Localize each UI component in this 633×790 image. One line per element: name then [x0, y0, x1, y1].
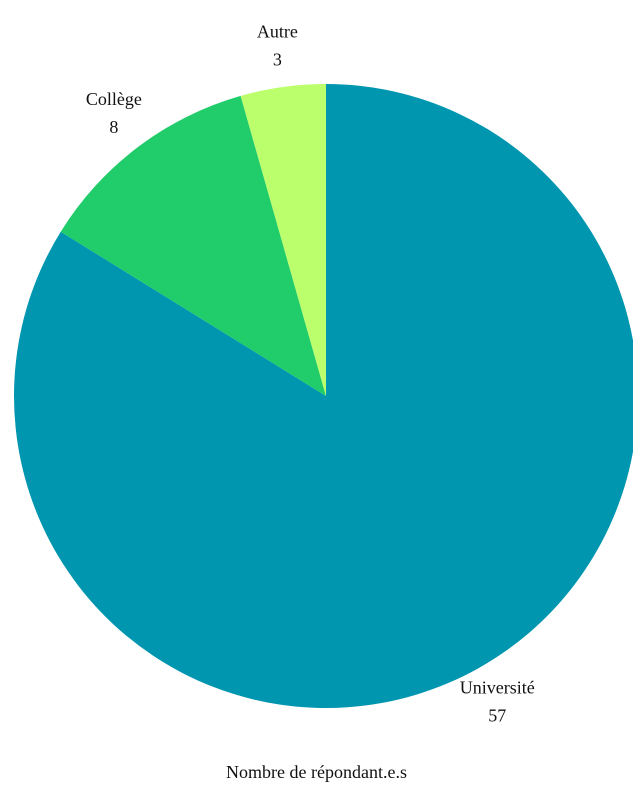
pie-label-name: Université — [460, 678, 535, 698]
pie-label-college: Collège 8 — [86, 89, 142, 137]
pie-slice-universite — [14, 84, 633, 708]
x-axis-title: Nombre de répondant.e.s — [226, 762, 407, 782]
pie-label-name: Autre — [257, 21, 298, 41]
pie-label-name: Collège — [86, 89, 142, 109]
pie-label-value: 8 — [109, 117, 118, 137]
pie-slices — [14, 84, 633, 708]
pie-label-universite: Université 57 — [460, 678, 535, 726]
pie-labels: Université 57 Collège 8 Autre 3 — [86, 21, 535, 725]
pie-slice-autre — [240, 84, 326, 396]
pie-slice-college — [60, 95, 326, 396]
pie-label-value: 57 — [488, 706, 506, 726]
pie-label-autre: Autre 3 — [257, 21, 298, 69]
pie-label-value: 3 — [273, 49, 282, 69]
